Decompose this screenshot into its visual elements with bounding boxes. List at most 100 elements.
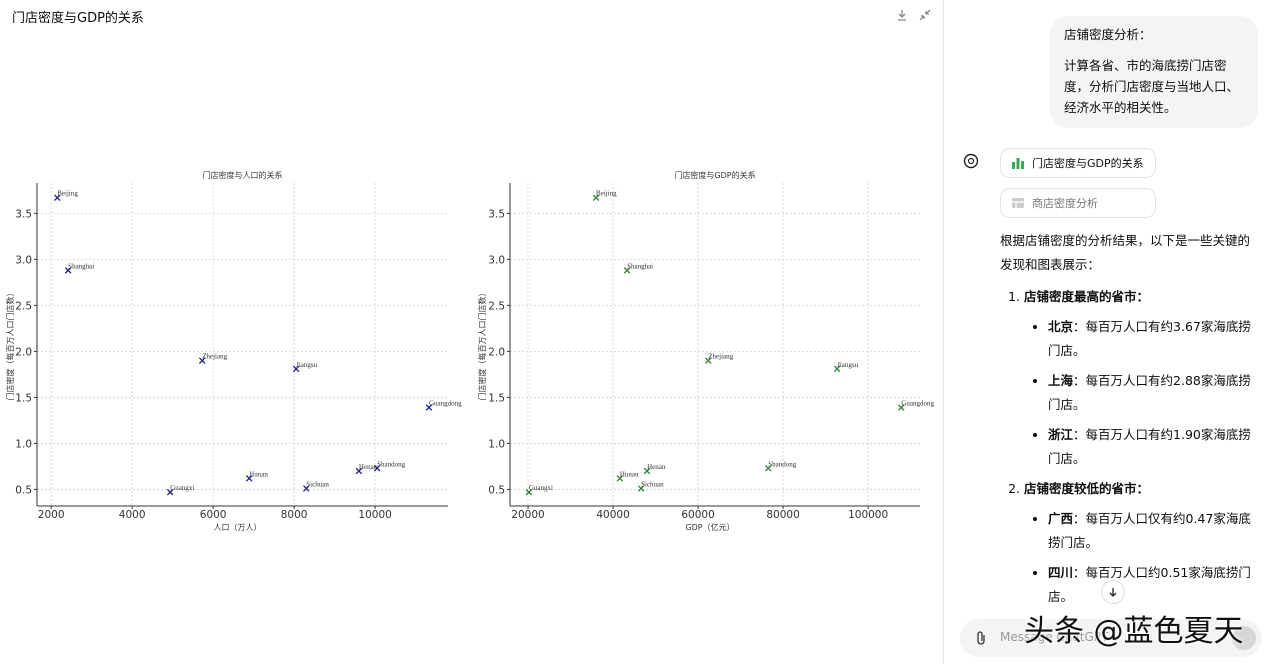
chart-icon [1012, 158, 1024, 169]
point-label: Hunan [620, 470, 639, 478]
sections: 店铺密度最高的省市： 北京：每百万人口有约3.67家海底捞门店。 上海：每百万人… [1000, 285, 1262, 609]
x-tick-label: 2000 [38, 509, 65, 521]
intro: 根据店铺密度的分析结果，以下是一些关键的发现和图表展示： [1000, 233, 1251, 272]
point-label: Jiangsu [296, 361, 318, 369]
items: 广西：每百万人口仅有约0.47家海底捞门店。 四川：每百万人口约0.51家海底捞… [1024, 507, 1262, 609]
item-text: ：每百万人口仅有约0.47家海底捞门店。 [1048, 511, 1251, 550]
point [198, 357, 206, 364]
section-title: 店铺密度最高的省市： [1024, 289, 1150, 304]
point [623, 267, 631, 274]
point-label: Beijing [57, 190, 78, 198]
y-tick-label: 0.5 [15, 484, 32, 496]
point [373, 465, 381, 472]
y-tick-label: 2.0 [15, 346, 32, 358]
x-tick-label: 20000 [511, 509, 544, 521]
item: 上海：每百万人口有约2.88家海底捞门店。 [1048, 369, 1262, 417]
point [292, 365, 300, 373]
point [833, 365, 841, 373]
point [643, 467, 651, 475]
user-message: 店铺密度分析： 计算各省、市的海底捞门店密度，分析门店密度与当地人口、经济水平的… [1050, 16, 1258, 128]
item-name: 上海 [1048, 373, 1074, 388]
item: 广西：每百万人口仅有约0.47家海底捞门店。 [1048, 507, 1262, 555]
item-name: 四川 [1048, 565, 1074, 580]
point [425, 404, 433, 411]
x-axis-label: GDP（亿元） [685, 522, 734, 532]
y-tick-label: 3.5 [488, 208, 505, 220]
point-label: Sichuan [641, 481, 664, 489]
point [616, 475, 624, 482]
panel-title: 门店密度与GDP的关系 [12, 11, 144, 26]
item-text: ：每百万人口有约3.67家海底捞门店。 [1048, 319, 1251, 358]
x-tick-label: 10000 [358, 509, 391, 521]
point-label: Jiangsu [837, 361, 859, 369]
arrow-icon [1109, 588, 1117, 597]
collapse-button[interactable] [918, 8, 932, 22]
items: 北京：每百万人口有约3.67家海底捞门店。 上海：每百万人口有约2.88家海底捞… [1024, 315, 1262, 471]
item: 四川：每百万人口约0.51家海底捞门店。 [1048, 561, 1262, 609]
point-label: Zhejiang [708, 353, 733, 361]
scroll-down-button[interactable] [1101, 580, 1125, 604]
assistant-message: 根据店铺密度的分析结果，以下是一些关键的发现和图表展示： 店铺密度最高的省市： … [1000, 229, 1262, 615]
point [592, 194, 600, 201]
y-tick-label: 3.0 [488, 254, 505, 266]
point-label: Zhejiang [202, 353, 227, 361]
point-label: Hunan [249, 470, 268, 478]
point [705, 357, 712, 364]
y-tick-label: 3.5 [15, 208, 32, 220]
x-axis-label: 人口（万人） [214, 523, 262, 532]
item-name: 北京 [1048, 319, 1074, 334]
chart-title: 门店密度与人口的关系 [203, 170, 283, 180]
canvas-panel: 门店密度与GDP的关系 门店密度与人口的关系 2000 4000 6000 8000 10… [5, 0, 944, 664]
y-tick-label: 1.5 [488, 392, 505, 404]
item-text: ：每百万人口约0.51家海底捞门店。 [1048, 565, 1251, 604]
y-tick-label: 3.0 [15, 254, 32, 266]
x-tick-label: 4000 [119, 509, 146, 521]
y-tick-label: 0.5 [488, 484, 505, 496]
point [245, 475, 253, 482]
attachment-label: 门店密度与GDP的关系 [1032, 157, 1144, 170]
message-title: 店铺密度分析： [1064, 27, 1152, 42]
item-text: ：每百万人口有约1.90家海底捞门店。 [1048, 427, 1251, 466]
y-tick-label: 1.5 [15, 392, 32, 404]
point [53, 194, 61, 201]
point-label: Guangdong [901, 400, 934, 408]
attachment-label: 商店密度分析 [1032, 197, 1098, 210]
point [764, 465, 772, 472]
y-axis-label: 门店密度（每百万人口门店数） [5, 289, 15, 401]
point-label: Henan [647, 463, 666, 471]
x-tick-label: 100000 [848, 509, 888, 521]
point [166, 488, 174, 496]
item-name: 广西 [1048, 511, 1074, 526]
point-label: Shanghai [627, 262, 653, 270]
x-tick-label: 6000 [200, 509, 227, 521]
point-label: Shanghai [68, 262, 94, 270]
message-body: 计算各省、市的海底捞门店密度，分析门店密度与当地人口、经济水平的相关性。 [1064, 58, 1240, 115]
attach-button[interactable] [974, 630, 988, 646]
item-text: ：每百万人口有约2.88家海底捞门店。 [1048, 373, 1251, 412]
item: 浙江：每百万人口有约1.90家海底捞门店。 [1048, 423, 1262, 471]
x-tick-label: 8000 [281, 509, 308, 521]
point [898, 404, 905, 411]
x-tick-label: 40000 [596, 509, 629, 521]
point-label: Beijing [596, 190, 617, 198]
attachment-chip[interactable]: 门店密度与GDP的关系 [1000, 148, 1156, 178]
point [64, 267, 72, 274]
x-tick-label: 60000 [681, 509, 714, 521]
download-button[interactable] [895, 8, 909, 22]
point [355, 467, 363, 475]
attachment-chip[interactable]: 商店密度分析 [1000, 188, 1156, 218]
point-label: Sichuan [306, 481, 329, 489]
section-title: 店铺密度较低的省市： [1024, 481, 1150, 496]
point [525, 488, 533, 496]
chart-title: 门店密度与GDP的关系 [674, 170, 755, 180]
message-input[interactable]: Message ChatGPT [960, 619, 1262, 657]
y-tick-label: 2.0 [488, 346, 505, 358]
send-button[interactable] [1232, 626, 1256, 650]
point [637, 485, 645, 492]
watermark: 头条 @蓝色夏天 [1024, 614, 1244, 649]
y-tick-label: 1.0 [488, 438, 505, 450]
input-placeholder: Message ChatGPT [1000, 630, 1109, 644]
point-label: Shandong [377, 460, 406, 468]
y-tick-label: 2.5 [15, 300, 32, 312]
